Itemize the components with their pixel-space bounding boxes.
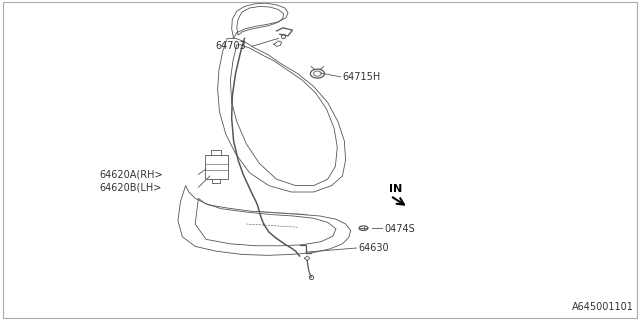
Text: 64703: 64703 — [216, 41, 246, 52]
Text: 64630: 64630 — [358, 243, 389, 253]
Bar — [205, 155, 228, 179]
Text: 64715H: 64715H — [342, 72, 381, 82]
Text: IN: IN — [389, 184, 402, 194]
Text: 64620A(RH>: 64620A(RH> — [99, 169, 163, 180]
Text: 0474S: 0474S — [384, 224, 415, 234]
Text: 64620B(LH>: 64620B(LH> — [99, 182, 161, 192]
Text: A645001101: A645001101 — [572, 302, 634, 312]
